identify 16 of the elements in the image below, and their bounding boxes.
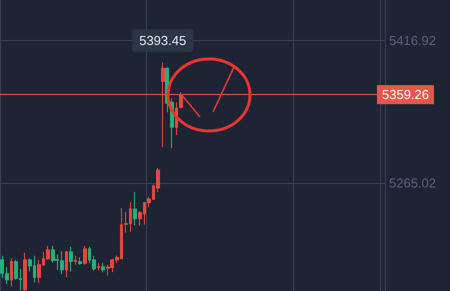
candlestick bbox=[97, 262, 100, 271]
candlestick bbox=[78, 256, 82, 266]
candlestick bbox=[133, 192, 137, 226]
candlestick bbox=[23, 252, 27, 291]
candlestick bbox=[74, 255, 77, 266]
candlestick bbox=[69, 246, 73, 272]
candlestick bbox=[101, 262, 105, 273]
candlestick bbox=[83, 245, 87, 266]
candlestick bbox=[161, 62, 165, 148]
candlestick bbox=[65, 250, 68, 278]
y-tick-label: 5265.02 bbox=[389, 176, 436, 191]
y-tick-label: 5416.92 bbox=[389, 32, 436, 48]
candlestick bbox=[60, 250, 64, 275]
annotation: 5393.45 bbox=[139, 32, 186, 48]
candlestick bbox=[10, 258, 13, 287]
ref-line-label: 5359.26 bbox=[382, 87, 429, 102]
